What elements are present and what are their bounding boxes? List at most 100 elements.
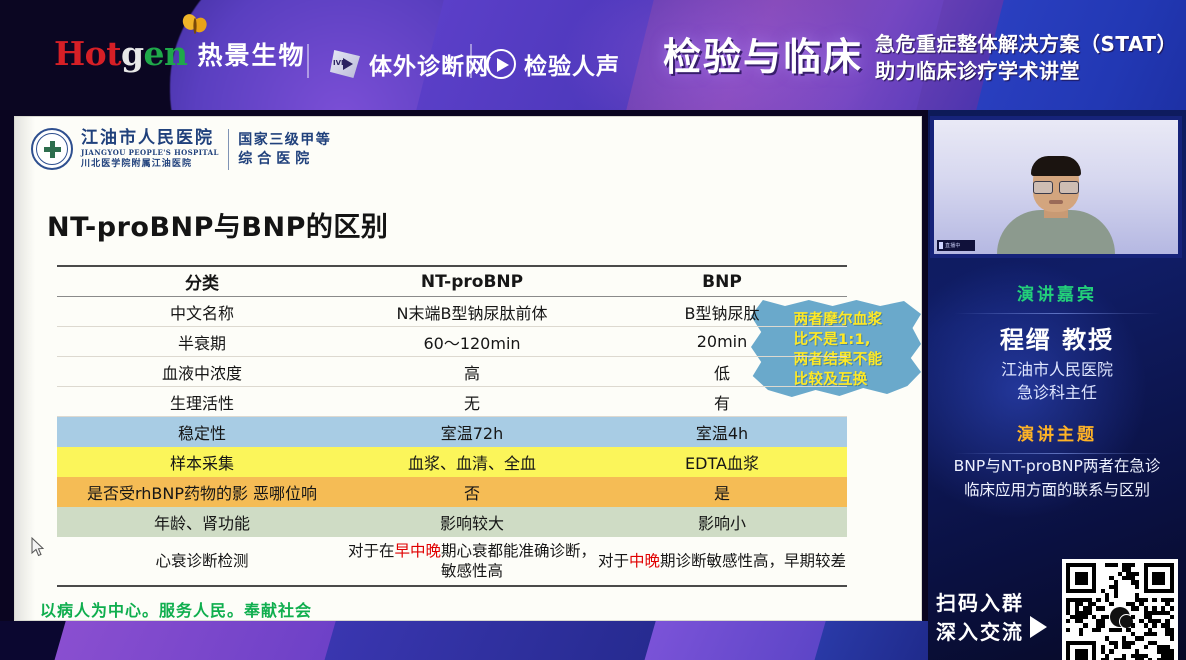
table-cell: 室温72h [440, 424, 504, 443]
table-cell: 生理活性 [169, 393, 234, 413]
video-live-text: 直播中 [945, 243, 961, 249]
table-cell: 影响小 [697, 514, 746, 533]
speaker-org-line2: 急诊科主任 [1016, 383, 1097, 402]
hospital-logo: 江油市人民医院 JIANGYOU PEOPLE'S HOSPITAL 川北医学院… [31, 128, 331, 170]
presenter-hair [1031, 156, 1081, 176]
table-row: 中文名称 N末端B型钠尿肽前体 B型钠尿肽 [57, 297, 847, 327]
guest-divider [954, 313, 1160, 314]
table-cell: 是 [713, 484, 730, 503]
presenter-mouth [1049, 200, 1063, 204]
qr-join-block[interactable]: 扫码入群 深入交流 [928, 559, 1186, 660]
last-row-col2-post: 期心衰都能准确诊断，敏感性高 [440, 542, 597, 580]
ivd-play-icon: IVD [330, 50, 360, 78]
wechat-qr-code[interactable] [1062, 559, 1178, 660]
topic-divider [954, 453, 1160, 454]
header-divider-1 [307, 44, 309, 78]
callout-line-2: 比不是1:1, [793, 332, 871, 348]
table-cell: 影响较大 [439, 514, 504, 533]
table-cell: 20min [696, 332, 748, 351]
header-banner: Hotgen 热景生物 IVD 体外诊断网 (( 检验人声 检验与临床 急危重症… [0, 0, 1186, 110]
topic-text: BNP与NT-proBNP两者在急诊 临床应用方面的联系与区别 [928, 454, 1186, 502]
ivd-badge-text: IVD [333, 59, 347, 67]
table-bottom-border [57, 585, 847, 587]
table-row-last: 心衰诊断检测 对于在早中晚期心衰都能准确诊断，敏感性高 对于中晚期诊断敏感性高，… [57, 537, 847, 585]
table-cell: 室温4h [695, 424, 749, 443]
last-row-col3-post: 期诊断敏感性高，早期较差 [660, 552, 847, 570]
table-row: 年龄、肾功能 影响较大 影响小 [57, 507, 847, 537]
hotgen-logo: Hotgen 热景生物 [54, 14, 306, 73]
table-cell: N末端B型钠尿肽前体 [396, 303, 548, 323]
hospital-grade-line1: 国家三级甲等 [238, 131, 332, 148]
guest-label-section: 演讲嘉宾 [928, 280, 1186, 314]
program-title-block: 检验与临床 急危重症整体解决方案（STAT） 助力临床诊疗学术讲堂 [663, 30, 1177, 84]
program-title: 检验与临床 [663, 35, 864, 79]
table-header-ntprobnp: NT-proBNP [420, 271, 524, 292]
slide-title: NT-proBNP与BNP的区别 [47, 212, 389, 243]
last-row-col3-pre: 对于 [597, 552, 629, 570]
speaker-org: 江油市人民医院 急诊科主任 [928, 358, 1186, 404]
comparison-table: 分类 NT-proBNP BNP 中文名称 N末端B型钠尿肽前体 B型钠尿肽半衰期 6… [57, 265, 847, 587]
hospital-seal-icon [31, 128, 73, 170]
table-row: 是否受rhBNP药物的影 恶哪位响 否 是 [57, 477, 847, 507]
speaker-video-thumbnail[interactable]: 直播中 [930, 116, 1182, 258]
table-cell: B型钠尿肽 [684, 303, 760, 323]
video-live-badge: 直播中 [937, 240, 975, 251]
qr-prompt-text: 扫码入群 深入交流 [936, 589, 1024, 647]
table-cell: 血浆、血清、全血 [407, 454, 536, 473]
ivd-logo: IVD 体外诊断网 [330, 47, 489, 81]
hotgen-chinese-name: 热景生物 [197, 40, 306, 70]
medical-cross-icon [43, 140, 61, 158]
mouse-cursor [31, 537, 45, 557]
arrow-right-icon [1030, 615, 1047, 638]
live-dot-icon [939, 242, 943, 249]
qr-prompt-line-1: 扫码入群 [936, 590, 1024, 615]
table-cell: EDTA血浆 [685, 454, 759, 473]
slide-edge-shadow [15, 117, 35, 620]
last-row-col2-pre: 对于在 [347, 542, 395, 560]
bottom-shape-a [51, 621, 369, 660]
slide-canvas[interactable]: 江油市人民医院 JIANGYOU PEOPLE'S HOSPITAL 川北医学院… [14, 116, 922, 621]
topic-label-section: 演讲主题 [928, 420, 1186, 454]
hospital-slogan: 以病人为中心。服务人民。奉献社会 [40, 601, 313, 620]
topic-label: 演讲主题 [1017, 425, 1097, 445]
header-divider-2 [470, 44, 472, 78]
hospital-name-cn: 江油市人民医院 [81, 127, 214, 148]
speaker-org-line1: 江油市人民医院 [1000, 360, 1113, 379]
table-cell: 年龄、肾功能 [153, 514, 250, 533]
qr-canvas [1066, 563, 1174, 660]
hotgen-part-3: en [143, 34, 189, 73]
table-cell: 中文名称 [169, 303, 234, 323]
speaker-name: 程缙 教授 [999, 326, 1115, 354]
header-glow [560, 0, 880, 110]
topic-line-1: BNP与NT-proBNP两者在急诊 [953, 457, 1161, 475]
callout-text: 两者摩尔血浆 比不是1:1, 两者结果不能 比较及互换 [790, 310, 883, 390]
table-cell: 半衰期 [177, 333, 226, 353]
topic-line-2: 临床应用方面的联系与区别 [963, 481, 1150, 499]
table-header-category: 分类 [185, 274, 219, 294]
table-cell: 血液中浓度 [161, 363, 242, 383]
voice-label: 检验人声 [524, 54, 620, 80]
bottom-shape-b [321, 621, 679, 660]
callout-line-4: 比较及互换 [793, 372, 868, 388]
table-cell: 稳定性 [177, 424, 226, 443]
ivd-label: 体外诊断网 [369, 54, 489, 80]
presenter-figure [997, 156, 1115, 254]
table-row: 稳定性 室温72h 室温4h [57, 417, 847, 447]
hotgen-wordmark: Hotgen [54, 14, 207, 73]
qr-prompt-line-2: 深入交流 [936, 619, 1024, 644]
table-body: 中文名称 N末端B型钠尿肽前体 B型钠尿肽半衰期 60～120min 20min 血液中浓… [57, 297, 847, 537]
wechat-icon [1107, 604, 1134, 630]
hotgen-part-1: Hot [54, 34, 121, 73]
table-cell: 是否受rhBNP药物的影 恶哪位响 [86, 484, 318, 503]
hospital-grade-line2: 综合医院 [238, 150, 315, 167]
panel-glow [928, 260, 1148, 520]
table-cell: 高 [463, 363, 480, 383]
callout-burst: 两者摩尔血浆 比不是1:1, 两者结果不能 比较及互换 [751, 300, 921, 397]
callout-line-1: 两者摩尔血浆 [793, 312, 883, 328]
table-cell: 低 [713, 363, 730, 383]
table-row: 样本采集 血浆、血清、全血 EDTA血浆 [57, 447, 847, 477]
program-subtitle-2: 助力临床诊疗学术讲堂 [875, 59, 1081, 83]
table-row: 半衰期 60～120min 20min [57, 327, 847, 357]
table-header-row: 分类 NT-proBNP BNP [57, 265, 847, 297]
bottom-shape-d [811, 621, 928, 660]
